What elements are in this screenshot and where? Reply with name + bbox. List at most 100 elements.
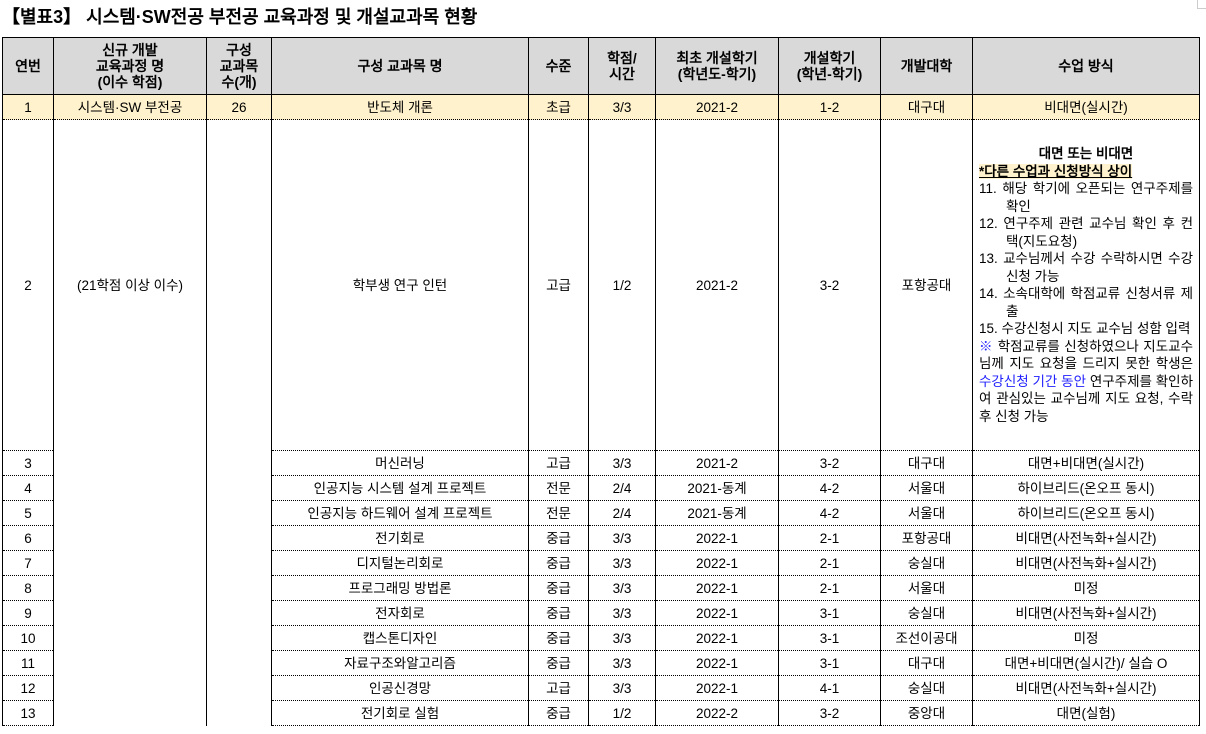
cell-sem: 4-2	[778, 500, 881, 526]
cell-no: 2	[2, 119, 54, 451]
cell-credit: 3/3	[588, 600, 656, 626]
cell-method: 비대면(사전녹화+실시간)	[972, 600, 1200, 626]
cell-program	[53, 650, 207, 676]
cell-program	[53, 525, 207, 551]
cell-count	[206, 450, 272, 476]
cell-first: 2022-1	[655, 525, 779, 551]
header-semester: 개설학기 (학년-학기)	[778, 37, 881, 95]
cell-count	[206, 525, 272, 551]
cell-method: 비대면(실시간)	[972, 94, 1200, 120]
cell-count	[206, 550, 272, 576]
cell-first: 2021-동계	[655, 500, 779, 526]
method-step: 12. 연구주제 관련 교수님 확인 후 컨택(지도요청)	[979, 216, 1193, 249]
cell-univ: 대구대	[880, 94, 973, 120]
cell-univ: 조선이공대	[880, 625, 973, 651]
cell-level: 중급	[528, 525, 589, 551]
cell-univ: 포항공대	[880, 525, 973, 551]
cell-course: 디지털논리회로	[271, 550, 529, 576]
cell-level: 중급	[528, 575, 589, 601]
cell-first: 2022-1	[655, 600, 779, 626]
cell-credit: 3/3	[588, 675, 656, 701]
cell-credit: 3/3	[588, 650, 656, 676]
cell-sem: 4-2	[778, 475, 881, 501]
cell-sem: 2-1	[778, 550, 881, 576]
note-highlight: 수강신청 기간 동안	[979, 373, 1086, 389]
cell-course: 머신러닝	[271, 450, 529, 476]
cell-no: 7	[2, 550, 54, 576]
cell-sem: 4-1	[778, 675, 881, 701]
method-step: 14. 소속대학에 학점교류 신청서류 제출	[979, 286, 1193, 319]
table-row: 3 머신러닝 고급 3/3 2021-2 3-2 대구대 대면+비대면(실시간)	[2, 450, 1200, 476]
cell-level: 초급	[528, 94, 589, 120]
cell-first: 2022-1	[655, 675, 779, 701]
cell-course: 인공지능 하드웨어 설계 프로젝트	[271, 500, 529, 526]
cell-course: 자료구조와알고리즘	[271, 650, 529, 676]
table-row: 10 캡스톤디자인 중급 3/3 2022-1 3-1 조선이공대 미정	[2, 625, 1200, 651]
cell-level: 중급	[528, 625, 589, 651]
cell-level: 고급	[528, 675, 589, 701]
cell-program	[53, 575, 207, 601]
method-step: 11. 해당 학기에 오픈되는 연구주제를 확인	[979, 181, 1193, 214]
cell-credit: 3/3	[588, 550, 656, 576]
cell-count	[206, 625, 272, 651]
header-first-semester: 최초 개설학기 (학년도-학기)	[655, 37, 779, 95]
cell-univ: 서울대	[880, 500, 973, 526]
cell-course: 인공지능 시스템 설계 프로젝트	[271, 475, 529, 501]
cell-credit: 1/2	[588, 119, 656, 451]
cell-count	[206, 650, 272, 676]
note-text: 연구주제를 확인하여 관심있는 교수님께 지도 요청, 수락 후 신청 가능	[979, 373, 1193, 424]
method-subheading: *다른 수업과 신청방식 상이	[979, 163, 1133, 179]
cell-univ: 숭실대	[880, 675, 973, 701]
cell-no: 13	[2, 700, 54, 726]
cell-univ: 대구대	[880, 450, 973, 476]
method-step: 13. 교수님께서 수강 수락하시면 수강신청 가능	[979, 251, 1193, 284]
cell-univ: 대구대	[880, 650, 973, 676]
cell-method: 하이브리드(온오프 동시)	[972, 500, 1200, 526]
cell-method: 하이브리드(온오프 동시)	[972, 475, 1200, 501]
cell-program	[53, 675, 207, 701]
cell-no: 4	[2, 475, 54, 501]
table-row: 1 시스템·SW 부전공 26 반도체 개론 초급 3/3 2021-2 1-2 대구대 비대면(…	[2, 94, 1200, 120]
cell-program	[53, 700, 207, 726]
cell-credit: 3/3	[588, 625, 656, 651]
cell-univ: 숭실대	[880, 550, 973, 576]
cell-count	[206, 119, 272, 451]
table-row: 2 (21학점 이상 이수) 학부생 연구 인턴 고급 1/2 2021-2 3-2 포항공대…	[2, 119, 1200, 451]
table-row: 13 전기회로 실험 중급 1/2 2022-2 3-2 중앙대 대면(실험)	[2, 700, 1200, 726]
cell-no: 3	[2, 450, 54, 476]
cell-program: (21학점 이상 이수)	[53, 119, 207, 451]
corner-mark	[1197, 0, 1206, 9]
cell-method: 미정	[972, 575, 1200, 601]
table-row: 7 디지털논리회로 중급 3/3 2022-1 2-1 숭실대 비대면(사전녹화+실시간)	[2, 550, 1200, 576]
cell-no: 12	[2, 675, 54, 701]
header-university: 개발대학	[880, 37, 973, 95]
cell-level: 중급	[528, 700, 589, 726]
cell-count: 26	[206, 94, 272, 120]
cell-no: 5	[2, 500, 54, 526]
cell-level: 중급	[528, 600, 589, 626]
method-note: ※ 학점교류를 신청하였으나 지도교수님께 지도 요청을 드리지 못한 학생은 …	[979, 338, 1193, 426]
cell-count	[206, 575, 272, 601]
cell-first: 2022-1	[655, 550, 779, 576]
table-row: 12 인공신경망 고급 3/3 2022-1 4-1 숭실대 비대면(사전녹화+실시간)	[2, 675, 1200, 701]
cell-credit: 3/3	[588, 575, 656, 601]
header-count: 구성 교과목 수(개)	[206, 37, 272, 95]
header-no: 연번	[2, 37, 54, 95]
cell-level: 중급	[528, 650, 589, 676]
cell-count	[206, 700, 272, 726]
cell-first: 2022-2	[655, 700, 779, 726]
cell-first: 2021-2	[655, 94, 779, 120]
cell-course: 전자회로	[271, 600, 529, 626]
cell-credit: 2/4	[588, 475, 656, 501]
header-course: 구성 교과목 명	[271, 37, 529, 95]
cell-method: 대면+비대면(실시간)	[972, 450, 1200, 476]
cell-no: 6	[2, 525, 54, 551]
table-row: 9 전자회로 중급 3/3 2022-1 3-1 숭실대 비대면(사전녹화+실시간)	[2, 600, 1200, 626]
cell-program	[53, 625, 207, 651]
cell-method: 미정	[972, 625, 1200, 651]
cell-univ: 중앙대	[880, 700, 973, 726]
cell-no: 9	[2, 600, 54, 626]
cell-method: 대면+비대면(실시간)/ 실습 O	[972, 650, 1200, 676]
cell-sem: 3-1	[778, 600, 881, 626]
cell-first: 2021-2	[655, 119, 779, 451]
